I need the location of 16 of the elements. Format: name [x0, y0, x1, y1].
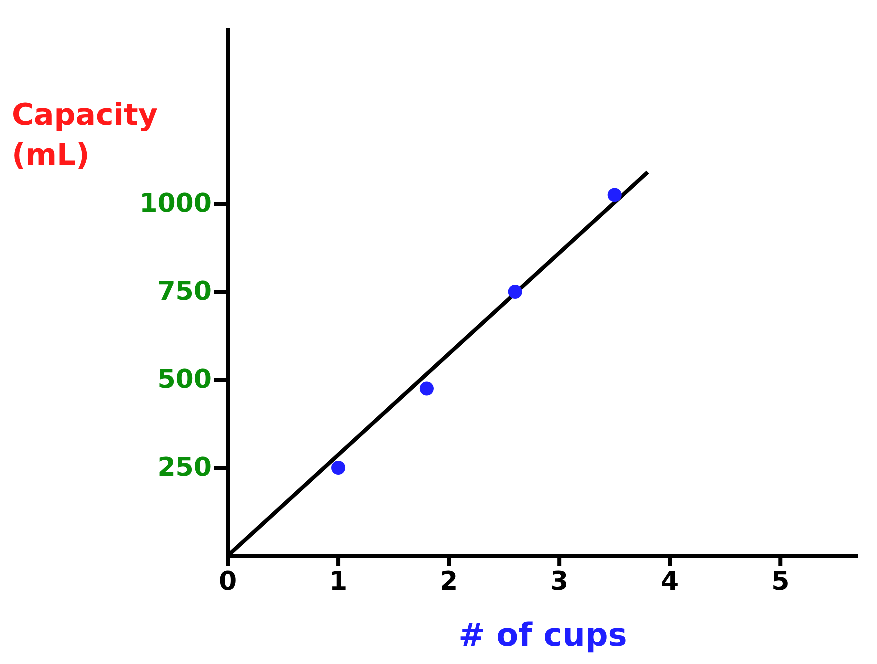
- x-tick-label: 4: [661, 567, 680, 597]
- point: [608, 188, 622, 202]
- y-tick-label: 750: [158, 277, 212, 307]
- x-tick-label: 0: [218, 567, 238, 597]
- x-tick-label: 2: [440, 567, 458, 597]
- y-tick-label: 1000: [140, 189, 212, 219]
- x-axis-title: # of cups: [458, 616, 628, 654]
- y-tick-label: 500: [158, 365, 212, 395]
- x-tick-label: 1: [329, 567, 348, 597]
- point: [332, 461, 346, 475]
- point: [420, 382, 434, 396]
- point: [508, 285, 522, 299]
- y-tick-label: 250: [158, 453, 212, 483]
- x-tick-label: 3: [550, 567, 569, 597]
- y-axis-title: Capacity (mL): [12, 97, 159, 175]
- x-tick-label: 5: [772, 567, 790, 597]
